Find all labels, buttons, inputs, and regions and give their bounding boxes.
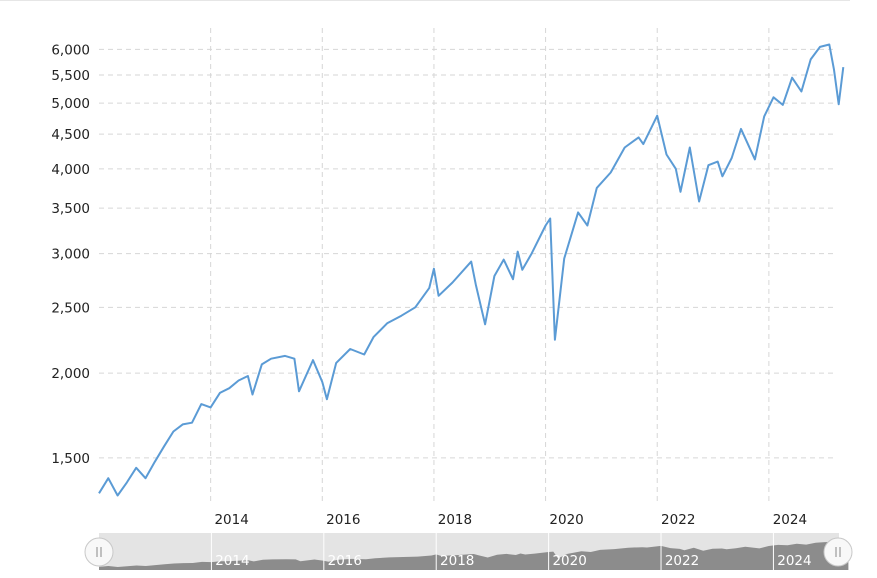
x-tick-label-0: 2014 [214, 512, 248, 528]
nav-tick-label-3: 2020 [552, 553, 586, 569]
top-border [0, 0, 850, 1]
navigator-handle-left[interactable] [84, 537, 114, 567]
nav-tick-label-0: 2014 [215, 553, 249, 569]
grip-lines-icon [835, 547, 841, 557]
y-gridlines [99, 48, 834, 459]
x-tick-label-5: 2024 [773, 512, 807, 528]
y-tick-label-9: 6,000 [51, 42, 90, 58]
x-gridlines [210, 28, 770, 505]
grip-lines-icon [96, 547, 102, 557]
x-tick-label-3: 2020 [549, 512, 583, 528]
nav-tick-label-4: 2022 [665, 553, 699, 569]
series-line [98, 43, 845, 497]
y-tick-label-6: 4,500 [51, 127, 90, 143]
y-tick-label-1: 2,000 [51, 366, 90, 382]
y-tick-label-5: 4,000 [51, 162, 90, 178]
x-axis-tick-labels: 2014 2016 2018 2020 2022 2024 [214, 512, 807, 528]
navigator-handle-right[interactable] [823, 537, 853, 567]
x-tick-label-4: 2022 [661, 512, 695, 528]
y-tick-label-4: 3,500 [51, 201, 90, 217]
x-tick-label-2: 2018 [438, 512, 472, 528]
y-tick-label-2: 2,500 [51, 300, 90, 316]
range-navigator[interactable]: 2014 2016 2018 2020 2022 2024 [84, 533, 853, 570]
nav-tick-label-2: 2018 [440, 553, 474, 569]
y-tick-label-7: 5,000 [51, 96, 90, 112]
y-tick-label-0: 1,500 [51, 451, 90, 467]
navigator-gridlines [210, 533, 774, 570]
y-tick-label-3: 3,000 [51, 247, 90, 263]
nav-tick-label-1: 2016 [328, 553, 362, 569]
y-axis-tick-labels: 1,500 2,000 2,500 3,000 3,500 4,000 4,500 5,000… [51, 42, 90, 466]
navigator-tick-labels: 2014 2016 2018 2020 2022 2024 [215, 553, 811, 569]
y-tick-label-8: 5,500 [51, 68, 90, 84]
nav-tick-label-5: 2024 [777, 553, 811, 569]
x-tick-label-1: 2016 [326, 512, 360, 528]
